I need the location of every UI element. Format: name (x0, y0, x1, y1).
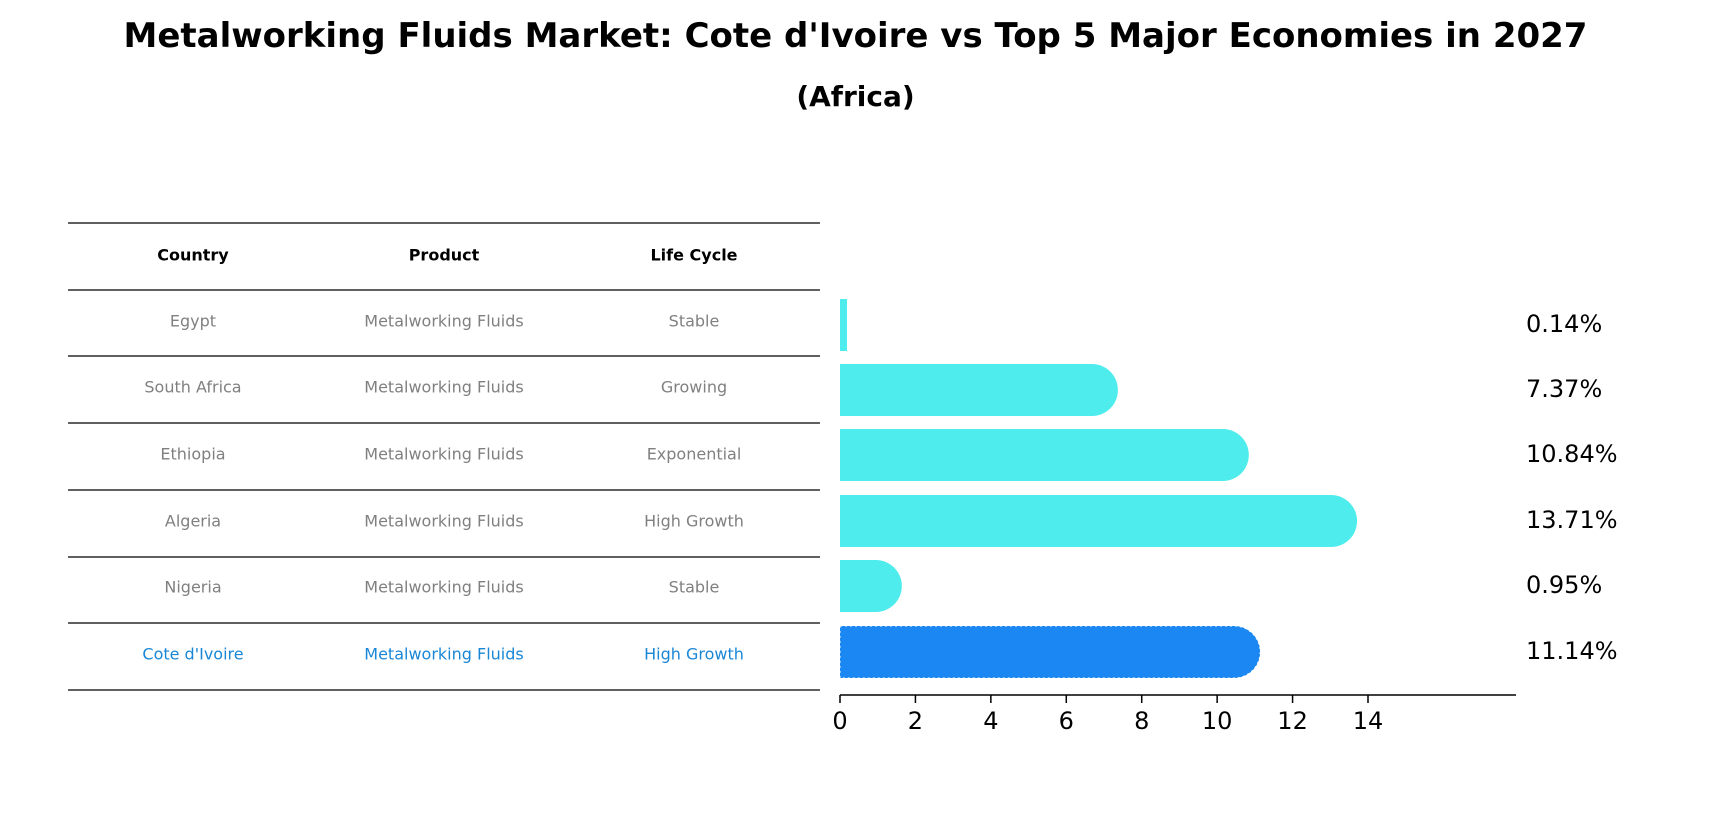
table-cell-country: Nigeria (164, 578, 221, 597)
table-cell-country: Ethiopia (160, 445, 225, 464)
bar-highlight-outline (839, 625, 1261, 679)
table-cell-country: Egypt (170, 312, 216, 331)
table-cell-lifecycle: Stable (669, 312, 720, 331)
bar-value-label: 0.95% (1526, 571, 1602, 599)
bar-value-label: 13.71% (1526, 506, 1618, 534)
table-cell-product: Metalworking Fluids (364, 512, 523, 531)
chart-subtitle: (Africa) (796, 80, 915, 113)
chart-title: Metalworking Fluids Market: Cote d'Ivoir… (123, 16, 1588, 56)
x-tick-label: 8 (1134, 707, 1149, 735)
bar-value-label: 10.84% (1526, 440, 1618, 468)
x-tick-label: 0 (832, 707, 847, 735)
table-cell-country: Algeria (165, 512, 221, 531)
bar-value-label: 0.14% (1526, 310, 1602, 338)
table-cell-lifecycle: Exponential (647, 445, 742, 464)
table-cell-lifecycle: High Growth (644, 512, 744, 531)
x-tick-label: 10 (1202, 707, 1233, 735)
table-header-lifecycle: Life Cycle (650, 246, 737, 265)
table-cell-product: Metalworking Fluids (364, 312, 523, 331)
x-tick-label: 12 (1277, 707, 1308, 735)
bar-value-label: 7.37% (1526, 375, 1602, 403)
x-tick-label: 14 (1353, 707, 1384, 735)
table-cell-country: South Africa (144, 378, 241, 397)
x-tick-label: 4 (983, 707, 998, 735)
table-header-product: Product (409, 246, 480, 265)
table-cell-product: Metalworking Fluids (364, 378, 523, 397)
x-tick-label: 2 (908, 707, 923, 735)
table-header-country: Country (157, 246, 229, 265)
bar-value-label: 11.14% (1526, 637, 1618, 665)
bar-ethiopia (840, 429, 1249, 481)
table-cell-product: Metalworking Fluids (364, 445, 523, 464)
table-cell-product: Metalworking Fluids (364, 645, 523, 664)
table-cell-product: Metalworking Fluids (364, 578, 523, 597)
table-cell-country: Cote d'Ivoire (142, 645, 243, 664)
bar-algeria (840, 495, 1358, 547)
table-cell-lifecycle: Growing (661, 378, 727, 397)
bar-egypt (840, 299, 847, 351)
table-cell-lifecycle: Stable (669, 578, 720, 597)
bar-south-africa (840, 364, 1118, 416)
x-tick-label: 6 (1059, 707, 1074, 735)
bar-cote-d-ivoire (840, 626, 1261, 678)
bar-cap-nigeria (849, 560, 902, 612)
table-cell-lifecycle: High Growth (644, 645, 744, 664)
